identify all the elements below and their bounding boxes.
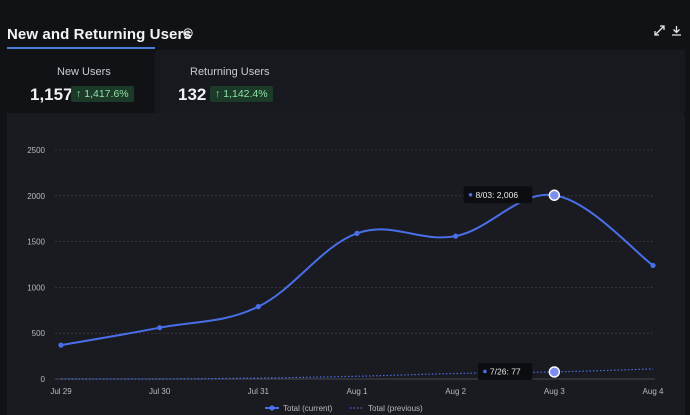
hover-point[interactable]: [548, 366, 561, 378]
line-chart: 0 500 1000 1500 2000 2500 Jul 29 Jul 30 Jul 31 Au…: [27, 146, 664, 413]
tooltip-swatch: [468, 192, 473, 197]
x-tick-label: Aug 1: [347, 387, 368, 396]
y-tick-label: 2000: [27, 192, 45, 201]
data-point[interactable]: [650, 262, 656, 269]
x-tick-label: Aug 3: [544, 387, 565, 396]
x-tick-label: Aug 4: [643, 387, 664, 396]
widget-title: New and Returning Users: [7, 26, 192, 43]
expand-icon[interactable]: [654, 25, 665, 36]
change-badge: ↑ 1,417.6%: [71, 86, 134, 102]
y-tick-label: 0: [41, 375, 46, 384]
tooltip-box: [463, 186, 533, 204]
legend-marker: [269, 405, 275, 411]
data-point[interactable]: [453, 233, 459, 239]
tab-label: Returning Users: [190, 66, 270, 78]
data-point[interactable]: [58, 342, 64, 348]
x-tick-label: Aug 2: [445, 387, 466, 396]
chart-panel: 0 500 1000 1500 2000 2500 Jul 29 Jul 30 Jul 31 Au…: [7, 113, 685, 415]
change-badge: ↑ 1,142.4%: [210, 86, 273, 102]
tooltip-box: [477, 362, 533, 380]
x-tick-label: Jul 30: [149, 387, 171, 396]
change-value: 1,417.6%: [84, 88, 129, 100]
up-arrow-icon: ↑: [76, 88, 82, 100]
data-point[interactable]: [157, 325, 163, 331]
y-tick-label: 2500: [27, 146, 45, 155]
y-tick-label: 1500: [27, 238, 45, 247]
metric-value: 1,157: [30, 85, 73, 104]
series-current-line: [60, 193, 654, 347]
change-value: 1,142.4%: [223, 88, 268, 100]
data-point[interactable]: [354, 230, 360, 236]
up-arrow-icon: ↑: [215, 88, 221, 100]
y-tick-label: 500: [32, 329, 46, 338]
tooltip-text: 8/03: 2,006: [476, 190, 519, 200]
widget-header: New and Returning Users: [0, 0, 690, 50]
x-tick-label: Jul 31: [248, 387, 270, 396]
legend-label[interactable]: Total (current): [283, 404, 333, 413]
data-point[interactable]: [255, 304, 261, 310]
active-title-underline: [7, 47, 155, 49]
metric-value: 132: [178, 85, 207, 104]
tab-new-users[interactable]: New Users 1,157 ↑ 1,417.6%: [7, 50, 155, 113]
tab-returning-users[interactable]: Returning Users 132 ↑ 1,142.4%: [155, 50, 685, 113]
series-previous-line: [60, 368, 654, 380]
download-icon[interactable]: [671, 25, 682, 36]
tooltip-text: 7/26: 77: [490, 366, 521, 376]
hover-point[interactable]: [548, 189, 561, 201]
info-icon[interactable]: [183, 28, 193, 38]
tab-label: New Users: [57, 66, 111, 78]
y-tick-label: 1000: [27, 283, 45, 292]
x-tick-label: Jul 29: [50, 387, 72, 396]
legend-label[interactable]: Total (previous): [368, 404, 423, 413]
tooltip-swatch: [483, 369, 487, 374]
